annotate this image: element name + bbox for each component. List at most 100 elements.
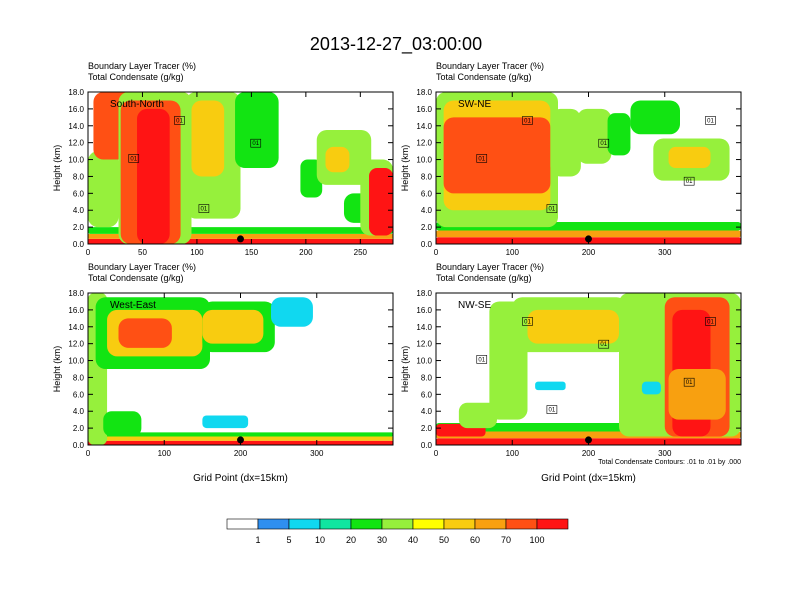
figure-title: 2013-12-27_03:00:00 bbox=[310, 34, 482, 55]
contour-label-box bbox=[598, 339, 610, 349]
x-tick-label: 150 bbox=[245, 248, 259, 257]
panel-header-tracer: Boundary Layer Tracer (%) bbox=[436, 61, 544, 71]
colorbar-swatch bbox=[536, 518, 569, 530]
y-tick-label: 18.0 bbox=[416, 289, 432, 298]
panel-header-tracer: Boundary Layer Tracer (%) bbox=[436, 262, 544, 272]
field-region bbox=[527, 309, 619, 344]
field-region bbox=[577, 108, 612, 164]
y-tick-label: 14.0 bbox=[416, 323, 432, 332]
y-tick-label: 12.0 bbox=[68, 340, 84, 349]
x-tick-label: 50 bbox=[138, 248, 147, 257]
y-tick-label: 10.0 bbox=[416, 357, 432, 366]
y-tick-label: 0.0 bbox=[73, 441, 85, 450]
colorbar-swatch bbox=[412, 518, 445, 530]
y-tick-label: 16.0 bbox=[416, 306, 432, 315]
y-tick-label: 4.0 bbox=[73, 206, 85, 215]
colorbar-swatch bbox=[474, 518, 507, 530]
contour-label-box bbox=[476, 154, 488, 163]
contour-label-box bbox=[128, 154, 140, 163]
field-regions bbox=[88, 293, 393, 445]
x-tick-label: 200 bbox=[299, 248, 313, 257]
x-tick-label: 0 bbox=[86, 248, 91, 257]
panels: Boundary Layer Tracer (%)Total Condensat… bbox=[52, 61, 742, 484]
colorbar-label: 5 bbox=[286, 535, 291, 545]
field-regions bbox=[88, 92, 393, 244]
y-tick-label: 14.0 bbox=[68, 122, 84, 131]
x-tick-label: 100 bbox=[506, 248, 520, 257]
field-region bbox=[607, 113, 631, 156]
colorbar-swatch bbox=[350, 518, 383, 530]
contour-label: 01 bbox=[686, 179, 693, 185]
colorbar-label: 60 bbox=[470, 535, 480, 545]
contour-label-box bbox=[683, 176, 695, 186]
colorbar-label: 40 bbox=[408, 535, 418, 545]
contour-label-box bbox=[476, 355, 488, 364]
y-tick-label: 0.0 bbox=[421, 441, 433, 450]
contour-label: 01 bbox=[549, 207, 556, 213]
contour-note: Total Condensate Contours: .01 to .01 by… bbox=[598, 459, 741, 466]
y-tick-label: 2.0 bbox=[73, 424, 85, 433]
x-tick-label: 0 bbox=[434, 449, 439, 458]
y-axis-label: Height (km) bbox=[52, 145, 62, 192]
contour-label: 01 bbox=[707, 319, 714, 325]
y-tick-label: 12.0 bbox=[416, 139, 432, 148]
contour-label: 01 bbox=[201, 207, 208, 213]
y-tick-label: 12.0 bbox=[68, 139, 84, 148]
contour-label: 01 bbox=[707, 118, 714, 124]
contour-label-box bbox=[705, 116, 716, 125]
x-tick-label: 200 bbox=[582, 449, 596, 458]
x-tick-label: 250 bbox=[354, 248, 368, 257]
contour-label: 01 bbox=[176, 118, 183, 124]
y-tick-label: 16.0 bbox=[68, 105, 84, 114]
y-tick-label: 2.0 bbox=[421, 424, 433, 433]
field-region bbox=[191, 100, 225, 177]
field-region bbox=[458, 402, 497, 429]
field-region bbox=[137, 108, 170, 244]
contour-label-box bbox=[546, 204, 558, 213]
panel-header-tracer: Boundary Layer Tracer (%) bbox=[88, 262, 196, 272]
y-tick-label: 6.0 bbox=[73, 189, 85, 198]
colorbar-swatch bbox=[505, 518, 538, 530]
y-axis-label: Height (km) bbox=[400, 346, 410, 393]
field-region bbox=[436, 230, 741, 238]
colorbar-swatch bbox=[257, 518, 290, 530]
contour-label: 01 bbox=[252, 141, 259, 147]
x-axis-label: Grid Point (dx=15km) bbox=[541, 473, 636, 484]
colorbar-swatch bbox=[443, 518, 476, 530]
panel-bottom-left: Boundary Layer Tracer (%)Total Condensat… bbox=[52, 262, 394, 484]
colorbar-label: 10 bbox=[315, 535, 325, 545]
colorbar-label: 30 bbox=[377, 535, 387, 545]
y-tick-label: 8.0 bbox=[421, 373, 433, 382]
y-axis-label: Height (km) bbox=[400, 145, 410, 192]
contour-label: 01 bbox=[130, 156, 137, 162]
contour-label: 01 bbox=[524, 319, 531, 325]
contour-label: 01 bbox=[478, 357, 485, 363]
contour-label-box bbox=[250, 138, 262, 148]
colorbar-label: 1 bbox=[255, 535, 260, 545]
x-tick-label: 200 bbox=[234, 449, 248, 458]
y-tick-label: 4.0 bbox=[421, 407, 433, 416]
y-tick-label: 6.0 bbox=[421, 390, 433, 399]
x-tick-label: 0 bbox=[434, 248, 439, 257]
contour-label: 01 bbox=[549, 408, 556, 414]
panel-header-condensate: Total Condensate (g/kg) bbox=[88, 273, 184, 283]
panel-header-tracer: Boundary Layer Tracer (%) bbox=[88, 61, 196, 71]
field-region bbox=[668, 146, 711, 168]
cross-section-label: West-East bbox=[110, 300, 156, 311]
y-tick-label: 18.0 bbox=[68, 88, 84, 97]
field-region bbox=[202, 309, 264, 344]
y-tick-label: 0.0 bbox=[73, 240, 85, 249]
field-region bbox=[369, 168, 393, 236]
contour-label-box bbox=[522, 317, 533, 326]
contour-label: 01 bbox=[686, 380, 693, 386]
location-marker bbox=[585, 235, 592, 243]
colorbar-label: 20 bbox=[346, 535, 356, 545]
contour-label-box bbox=[683, 377, 695, 387]
contour-label: 01 bbox=[478, 156, 485, 162]
field-regions bbox=[436, 293, 741, 445]
y-tick-label: 12.0 bbox=[416, 340, 432, 349]
x-axis-label: Grid Point (dx=15km) bbox=[193, 473, 288, 484]
field-region bbox=[668, 369, 726, 420]
y-tick-label: 10.0 bbox=[416, 156, 432, 165]
